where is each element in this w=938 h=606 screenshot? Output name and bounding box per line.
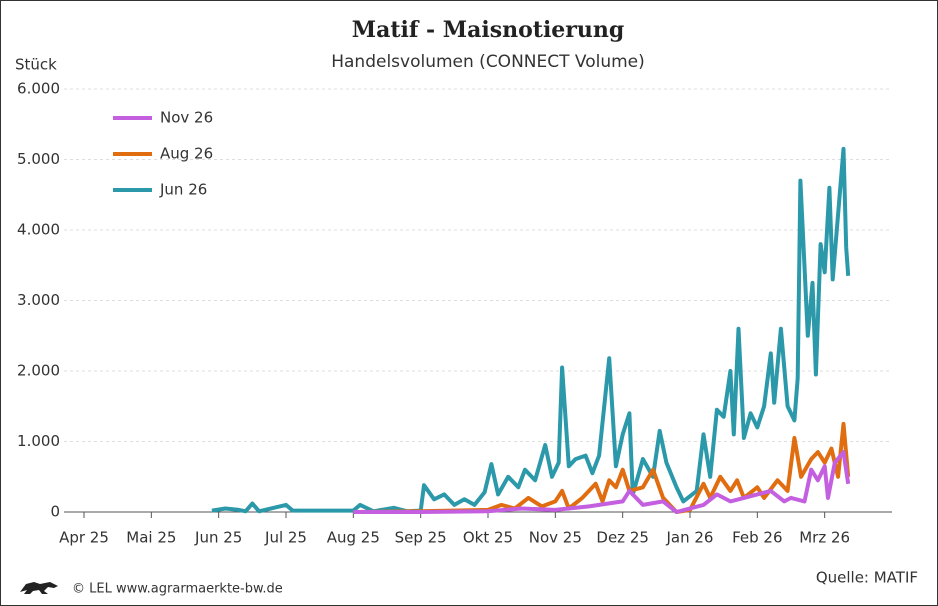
x-tick-label: Mrz 26 [799, 529, 850, 547]
x-tick-label: Apr 25 [59, 529, 109, 547]
y-tick-label: 4.000 [17, 221, 60, 239]
x-tick-label: Aug 25 [327, 529, 380, 547]
series-line [353, 450, 851, 514]
y-tick-label: 0 [50, 503, 60, 521]
y-axis-label: Stück [15, 56, 57, 74]
x-tick-label: Jun 25 [194, 529, 242, 547]
y-tick-label: 5.000 [17, 150, 60, 168]
x-tick-label: Jan 26 [666, 529, 714, 547]
x-tick-label: Mai 25 [126, 529, 176, 547]
x-tick-label: Nov 25 [529, 529, 582, 547]
y-tick-label: 6.000 [17, 80, 60, 98]
source: Quelle: MATIF [816, 569, 918, 587]
chart-title: Matif - Maisnotierung [352, 17, 625, 43]
y-tick-label: 2.000 [17, 362, 60, 380]
x-tick-label: Dez 25 [596, 529, 649, 547]
y-tick-label: 3.000 [17, 291, 60, 309]
logo [20, 582, 58, 594]
legend-label: Aug 26 [160, 145, 213, 163]
x-tick-label: Feb 26 [732, 529, 782, 547]
legend-label: Jun 26 [159, 181, 207, 199]
x-tick-label: Okt 25 [463, 529, 513, 547]
legend-label: Nov 26 [160, 109, 213, 127]
chart-subtitle: Handelsvolumen (CONNECT Volume) [331, 52, 645, 72]
credit: © LEL www.agrarmaerkte-bw.de [72, 582, 283, 597]
y-tick-label: 1.000 [17, 432, 60, 450]
x-tick-label: Jul 25 [264, 529, 307, 547]
x-tick-label: Sep 25 [395, 529, 447, 547]
